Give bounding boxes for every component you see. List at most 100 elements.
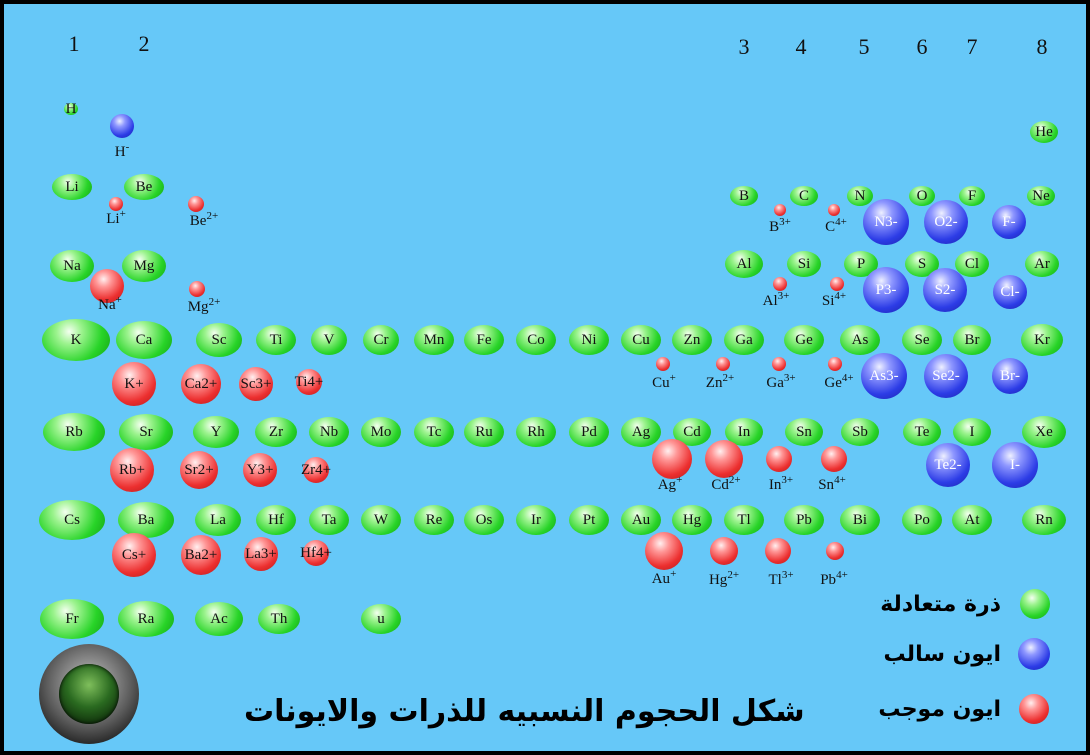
negative-ion-ball: F- bbox=[992, 205, 1026, 239]
positive-ion-ball bbox=[710, 537, 738, 565]
atom-ac: Ac bbox=[195, 602, 243, 636]
positive-ion-label: Cd2+ bbox=[711, 474, 741, 493]
positive-ion-ball bbox=[826, 542, 844, 560]
atom-ca: Ca bbox=[116, 321, 172, 359]
atom-ge: Ge bbox=[784, 325, 824, 355]
legend-positive-ball-icon bbox=[1019, 694, 1049, 724]
atom-po: Po bbox=[902, 505, 942, 535]
atom-ta: Ta bbox=[309, 505, 349, 535]
positive-ion-ball bbox=[830, 277, 844, 291]
atom-sb: Sb bbox=[841, 418, 879, 446]
atom-cs: Cs bbox=[39, 500, 105, 540]
positive-ion-ball bbox=[188, 196, 204, 212]
atom-li: Li bbox=[52, 174, 92, 200]
positive-ion-label: C4+ bbox=[825, 216, 847, 235]
atom-at: At bbox=[952, 505, 992, 535]
atom-rn: Rn bbox=[1022, 505, 1066, 535]
atom-se: Se bbox=[902, 325, 942, 355]
atom-ni: Ni bbox=[569, 325, 609, 355]
positive-ion-ball: Sc 3+ bbox=[239, 367, 273, 401]
atom-zn: Zn bbox=[672, 325, 712, 355]
positive-ion-label: Pb4+ bbox=[820, 569, 848, 588]
positive-ion-label: Hg2+ bbox=[708, 569, 740, 588]
positive-ion-ball bbox=[828, 357, 842, 371]
atom-ti: Ti bbox=[256, 325, 296, 355]
diagram-title: شكل الحجوم النسبيه للذرات والايونات bbox=[244, 694, 805, 729]
group-number-8: 8 bbox=[1036, 34, 1048, 59]
atom-f: F bbox=[959, 186, 985, 206]
atom-si: Si bbox=[787, 251, 821, 277]
atom-mn: Mn bbox=[414, 325, 454, 355]
atom-cr: Cr bbox=[363, 325, 399, 355]
atom-as: As bbox=[840, 325, 880, 355]
atom-o: O bbox=[909, 186, 935, 206]
atom-c: C bbox=[790, 186, 818, 206]
atom-ru: Ru bbox=[464, 417, 504, 447]
positive-ion-label: Sn4+ bbox=[818, 474, 846, 493]
positive-ion-label: Mg2+ bbox=[187, 296, 221, 315]
positive-ion-ball bbox=[773, 277, 787, 291]
positive-ion-ball: La 3+ bbox=[244, 537, 278, 571]
atom-au: Au bbox=[621, 505, 661, 535]
atom-ra: Ra bbox=[118, 601, 174, 637]
atom-ar: Ar bbox=[1025, 251, 1059, 277]
positive-ion-label: Si4+ bbox=[821, 290, 847, 309]
positive-ion-ball: Zr 4+ bbox=[301, 457, 331, 483]
atom-br: Br bbox=[953, 325, 991, 355]
group-number-6: 6 bbox=[916, 34, 928, 59]
positive-ion-ball bbox=[645, 532, 683, 570]
positive-ion-ball bbox=[772, 357, 786, 371]
positive-ion-label: Cu+ bbox=[652, 372, 676, 391]
atom-mg: Mg bbox=[122, 250, 166, 282]
group-number-4: 4 bbox=[795, 34, 807, 59]
atom-he: He bbox=[1030, 121, 1058, 143]
atom-ne: Ne bbox=[1027, 186, 1055, 206]
round-button-icon[interactable] bbox=[39, 644, 139, 744]
positive-ion-ball bbox=[705, 440, 743, 478]
atom-os: Os bbox=[464, 505, 504, 535]
negative-ion-ball: O 2- bbox=[924, 200, 968, 244]
atom-n: N bbox=[847, 186, 873, 206]
atom-hf: Hf bbox=[256, 505, 296, 535]
atom-pd: Pd bbox=[569, 417, 609, 447]
negative-ion-ball: Br - bbox=[992, 358, 1028, 394]
atom-co: Co bbox=[516, 325, 556, 355]
atom-xe: Xe bbox=[1022, 416, 1066, 448]
atom-zr: Zr bbox=[255, 417, 297, 447]
positive-ion-label: Ag+ bbox=[657, 474, 683, 493]
atom-p: P bbox=[844, 251, 878, 277]
positive-ion-label: Li+ bbox=[106, 208, 126, 227]
positive-ion-ball: Ti 4+ bbox=[295, 369, 323, 395]
negative-ion-ball: N 3- bbox=[863, 199, 909, 245]
group-number-2: 2 bbox=[138, 31, 150, 56]
atom-v: V bbox=[311, 325, 347, 355]
legend-positive-label: ايون موجب bbox=[878, 697, 1001, 722]
positive-ion-ball bbox=[774, 204, 786, 216]
atom-hg: Hg bbox=[672, 505, 712, 535]
legend-negative-ball-icon bbox=[1018, 638, 1050, 670]
positive-ion-label: Zn2+ bbox=[705, 372, 735, 391]
group-number-7: 7 bbox=[966, 34, 978, 59]
positive-ion-label: Ge4+ bbox=[824, 372, 854, 391]
atom-re: Re bbox=[414, 505, 454, 535]
atom-al: Al bbox=[725, 250, 763, 278]
positive-ion-ball bbox=[765, 538, 791, 564]
atom-u: u bbox=[361, 604, 401, 634]
atom-sr: Sr bbox=[119, 414, 173, 450]
positive-ion-ball bbox=[766, 446, 792, 472]
atom-na: Na bbox=[50, 250, 94, 282]
legend-neutral-label: ذرة متعادلة bbox=[880, 592, 1001, 617]
atom-th: Th bbox=[258, 604, 300, 634]
atom-bi: Bi bbox=[840, 505, 880, 535]
atom-rh: Rh bbox=[516, 417, 556, 447]
legend-negative-label: ايون سالب bbox=[883, 642, 1001, 667]
negative-ion-ball: Se 2- bbox=[924, 354, 968, 398]
positive-ion-label: Ga3+ bbox=[766, 372, 796, 391]
positive-ion-ball bbox=[716, 357, 730, 371]
legend-neutral-ball-icon bbox=[1020, 589, 1050, 619]
positive-ion-ball bbox=[828, 204, 840, 216]
atom-w: W bbox=[361, 505, 401, 535]
atom-tl: Tl bbox=[724, 505, 764, 535]
atom-h: H bbox=[64, 100, 78, 117]
atom-rb: Rb bbox=[43, 413, 105, 451]
